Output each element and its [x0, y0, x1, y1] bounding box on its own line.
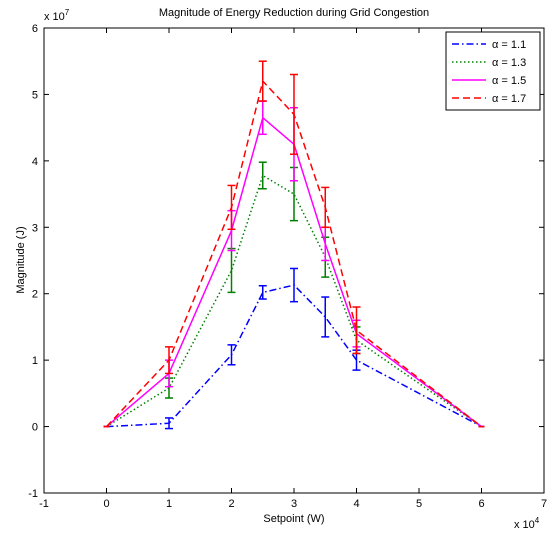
y-axis-exponent: x 107 [44, 8, 70, 23]
series-layer [103, 60, 485, 430]
error-bar [258, 60, 267, 102]
series-line [105, 79, 482, 428]
y-tick-label: 6 [32, 23, 38, 35]
error-bar [165, 346, 173, 375]
x-tick-label: 1 [166, 498, 172, 510]
error-bar [227, 184, 236, 231]
legend-label: α = 1.1 [492, 39, 526, 51]
y-axis-label: Magnitude (J) [15, 226, 27, 293]
x-tick-label: 6 [478, 498, 484, 510]
y-exponent-base: x 10 [44, 11, 65, 23]
series-4 [103, 60, 485, 428]
series-line [106, 284, 482, 428]
error-bar [290, 73, 298, 155]
x-axis-exponent: x 104 [514, 516, 540, 531]
y-exponent-power: 7 [65, 8, 70, 17]
y-tick-label: 5 [32, 89, 38, 101]
error-bar [321, 186, 330, 229]
legend-box [445, 31, 541, 111]
x-tick-label: 4 [353, 498, 359, 510]
y-tick-label: 1 [32, 355, 38, 367]
legend-label: α = 1.3 [492, 57, 526, 69]
error-bar [165, 417, 173, 430]
y-tick-label: 4 [32, 156, 38, 168]
x-tick-label: 7 [541, 498, 547, 510]
error-bar [227, 344, 236, 366]
axis-ticks: -1 0 1 2 3 4 5 6 7 -1 0 1 2 3 4 5 6 [28, 23, 547, 510]
y-tick-label: 0 [32, 422, 38, 434]
x-axis-label: Setpoint (W) [263, 513, 324, 525]
error-bar [352, 306, 361, 355]
series-line [106, 174, 482, 428]
error-bar [258, 284, 267, 300]
error-bar [258, 161, 267, 190]
x-tick-label: 0 [103, 498, 109, 510]
y-tick-label: 3 [32, 222, 38, 234]
y-tick-label: -1 [28, 488, 38, 500]
chart-title: Magnitude of Energy Reduction during Gri… [159, 7, 429, 19]
error-bar [290, 267, 298, 303]
legend-label: α = 1.5 [492, 75, 526, 87]
legend: α = 1.1 α = 1.3 α = 1.5 α = 1.7 [445, 31, 541, 111]
series-line [106, 116, 482, 428]
legend-label: α = 1.7 [492, 93, 526, 105]
x-tick-label: 3 [291, 498, 297, 510]
error-bar [321, 296, 330, 338]
x-tick-label: -1 [39, 498, 49, 510]
y-tick-label: 2 [32, 289, 38, 301]
x-exponent-power: 4 [535, 516, 540, 525]
x-tick-label: 2 [228, 498, 234, 510]
x-exponent-base: x 10 [514, 519, 535, 531]
x-tick-label: 5 [416, 498, 422, 510]
